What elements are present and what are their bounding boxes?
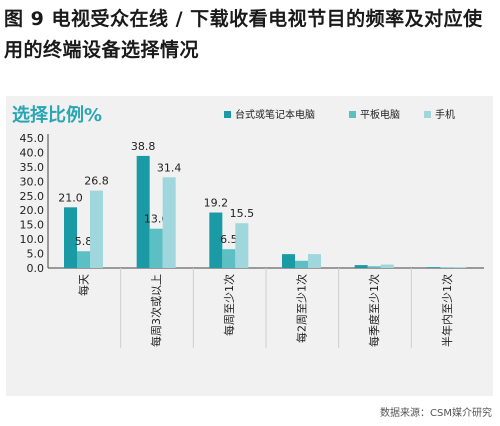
- data-label: 15.5: [230, 207, 255, 220]
- data-label: 21.0: [58, 191, 83, 204]
- bar: [354, 265, 368, 268]
- bar: [64, 207, 77, 268]
- bar: [222, 249, 236, 268]
- bar: [136, 155, 150, 268]
- y-tick-label: 30.0: [20, 175, 45, 188]
- bar: [149, 228, 163, 268]
- bar: [162, 177, 176, 268]
- y-tick-label: 10.0: [20, 233, 45, 246]
- y-tick-label: 25.0: [20, 190, 45, 203]
- bar: [209, 212, 223, 268]
- y-tick-label: 40.0: [20, 146, 45, 159]
- legend-swatch: [224, 111, 231, 118]
- y-tick-label: 35.0: [20, 161, 45, 174]
- legend-swatch: [424, 111, 431, 118]
- legend-label: 台式或笔记本电脑: [235, 108, 315, 121]
- y-tick-label: 45.0: [20, 132, 45, 145]
- bar: [427, 267, 441, 268]
- bar: [295, 260, 308, 268]
- data-label: 6.5: [220, 233, 238, 246]
- bar: [453, 267, 467, 268]
- bar: [308, 254, 321, 268]
- legend-swatch: [349, 111, 356, 118]
- chart-panel: 选择比例% 台式或笔记本电脑 平板电脑 手机 0.0 5.0 10.0 15.0 20.0 25.…: [6, 96, 493, 396]
- data-label: 38.8: [131, 140, 156, 153]
- x-tick-label: 每季度至少1次: [367, 274, 381, 347]
- x-tick-label: 每周至少1次: [222, 274, 236, 336]
- bar-chart: 选择比例% 台式或笔记本电脑 平板电脑 手机 0.05.0 10.015.0 20.025.…: [12, 104, 484, 348]
- data-label: 31.4: [157, 161, 182, 174]
- x-tick-label: 每周3次或以上: [149, 274, 163, 347]
- bar: [367, 266, 381, 268]
- data-label: 13.6: [144, 213, 169, 226]
- y-tick-label: 5.0: [27, 248, 45, 261]
- x-tick-label: 每2周至少1次: [295, 274, 309, 343]
- legend-label: 手机: [435, 108, 455, 121]
- figure-title: 图 9 电视受众在线 / 下载收看电视节目的频率及对应使用的终端设备选择情况: [4, 8, 483, 61]
- bar: [77, 251, 90, 268]
- data-label: 5.8: [75, 235, 93, 248]
- data-label: 19.2: [204, 197, 229, 210]
- bar: [90, 190, 103, 268]
- y-tick-label: 15.0: [20, 219, 45, 232]
- y-tick-label: 20.0: [20, 204, 45, 217]
- bar: [282, 254, 295, 268]
- legend-label: 平板电脑: [360, 108, 400, 121]
- bar: [440, 267, 454, 268]
- x-tick-label: 每天: [77, 274, 91, 296]
- chart-title: 选择比例%: [12, 104, 102, 126]
- y-tick-label: 0.0: [27, 262, 45, 275]
- bar: [235, 223, 249, 268]
- bar: [380, 264, 394, 268]
- data-source: 数据来源：CSM媒介研究: [380, 408, 492, 419]
- x-tick-label: 半年内至少1次: [440, 274, 454, 347]
- data-label: 26.8: [84, 175, 109, 188]
